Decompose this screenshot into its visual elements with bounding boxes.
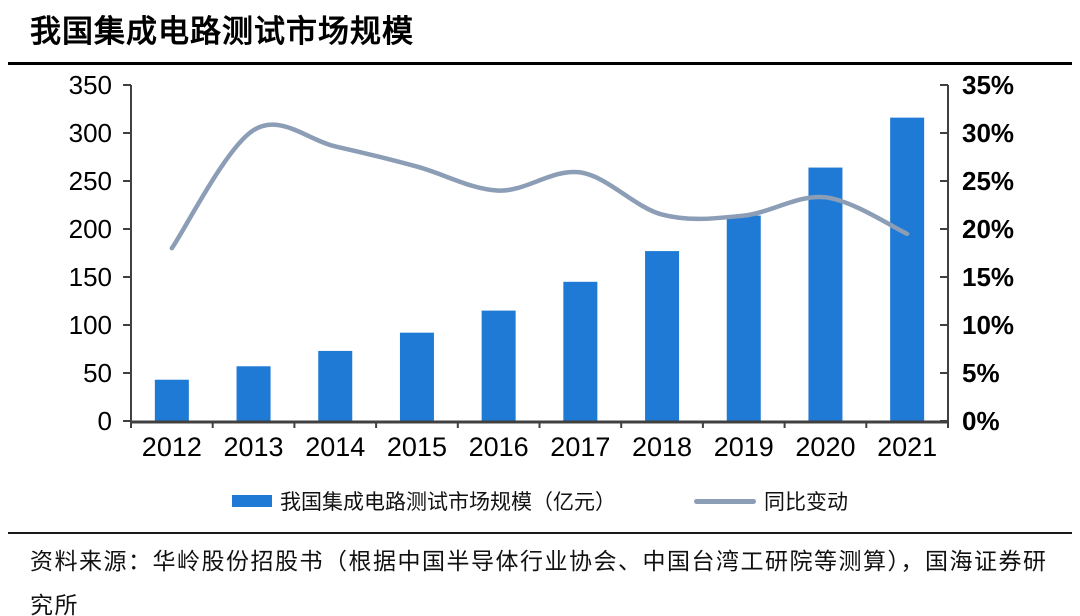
left-tick-label: 0 — [98, 406, 112, 436]
source-divider — [8, 532, 1072, 534]
legend-item-yoy: 同比变动 — [694, 486, 848, 516]
left-tick-label: 250 — [69, 166, 112, 196]
page-title: 我国集成电路测试市场规模 — [30, 14, 414, 49]
yoy-line — [169, 122, 910, 251]
bar-series-label: 我国集成电路测试市场规模（亿元） — [280, 490, 616, 514]
x-category-label: 2021 — [877, 432, 937, 462]
line-series-swatch — [694, 498, 756, 504]
left-tick-label: 150 — [69, 262, 112, 292]
left-tick-label: 50 — [83, 358, 112, 388]
source-note: 资料来源：华岭股份招股书（根据中国半导体行业协会、中国台湾工研院等测算），国海证… — [30, 549, 1048, 616]
x-category-label: 2019 — [714, 432, 774, 462]
x-category-label: 2014 — [305, 432, 365, 462]
left-tick-label: 350 — [69, 70, 112, 100]
x-category-label: 2012 — [142, 432, 202, 462]
right-tick-label: 25% — [962, 166, 1014, 196]
line-series-label: 同比变动 — [764, 490, 848, 514]
bar-2019 — [726, 215, 761, 421]
bar-2013 — [236, 366, 271, 421]
bar-2015 — [399, 332, 434, 421]
bar-series-swatch — [232, 495, 272, 507]
right-tick-label: 35% — [962, 70, 1014, 100]
x-category-label: 2013 — [224, 432, 284, 462]
right-tick-label: 30% — [962, 118, 1014, 148]
title-divider — [8, 62, 1072, 65]
x-category-label: 2020 — [795, 432, 855, 462]
chart-legend: 我国集成电路测试市场规模（亿元） 同比变动 — [0, 484, 1080, 518]
right-tick-label: 15% — [962, 262, 1014, 292]
bar-2018 — [645, 251, 680, 421]
x-category-label: 2015 — [387, 432, 447, 462]
bar-2021 — [890, 117, 925, 421]
bar-2020 — [808, 167, 843, 421]
right-tick-label: 5% — [962, 358, 1000, 388]
bar-2012 — [154, 379, 189, 421]
right-tick-label: 20% — [962, 214, 1014, 244]
right-tick-label: 10% — [962, 310, 1014, 340]
right-tick-label: 0% — [962, 406, 1000, 436]
x-category-label: 2017 — [550, 432, 610, 462]
legend-item-market-size: 我国集成电路测试市场规模（亿元） — [232, 486, 616, 516]
left-tick-label: 200 — [69, 214, 112, 244]
left-tick-label: 300 — [69, 118, 112, 148]
bar-2014 — [318, 350, 353, 421]
left-tick-label: 100 — [69, 310, 112, 340]
bar-2016 — [481, 310, 516, 421]
bar-2017 — [563, 281, 598, 421]
x-category-label: 2016 — [469, 432, 529, 462]
x-category-label: 2018 — [632, 432, 692, 462]
